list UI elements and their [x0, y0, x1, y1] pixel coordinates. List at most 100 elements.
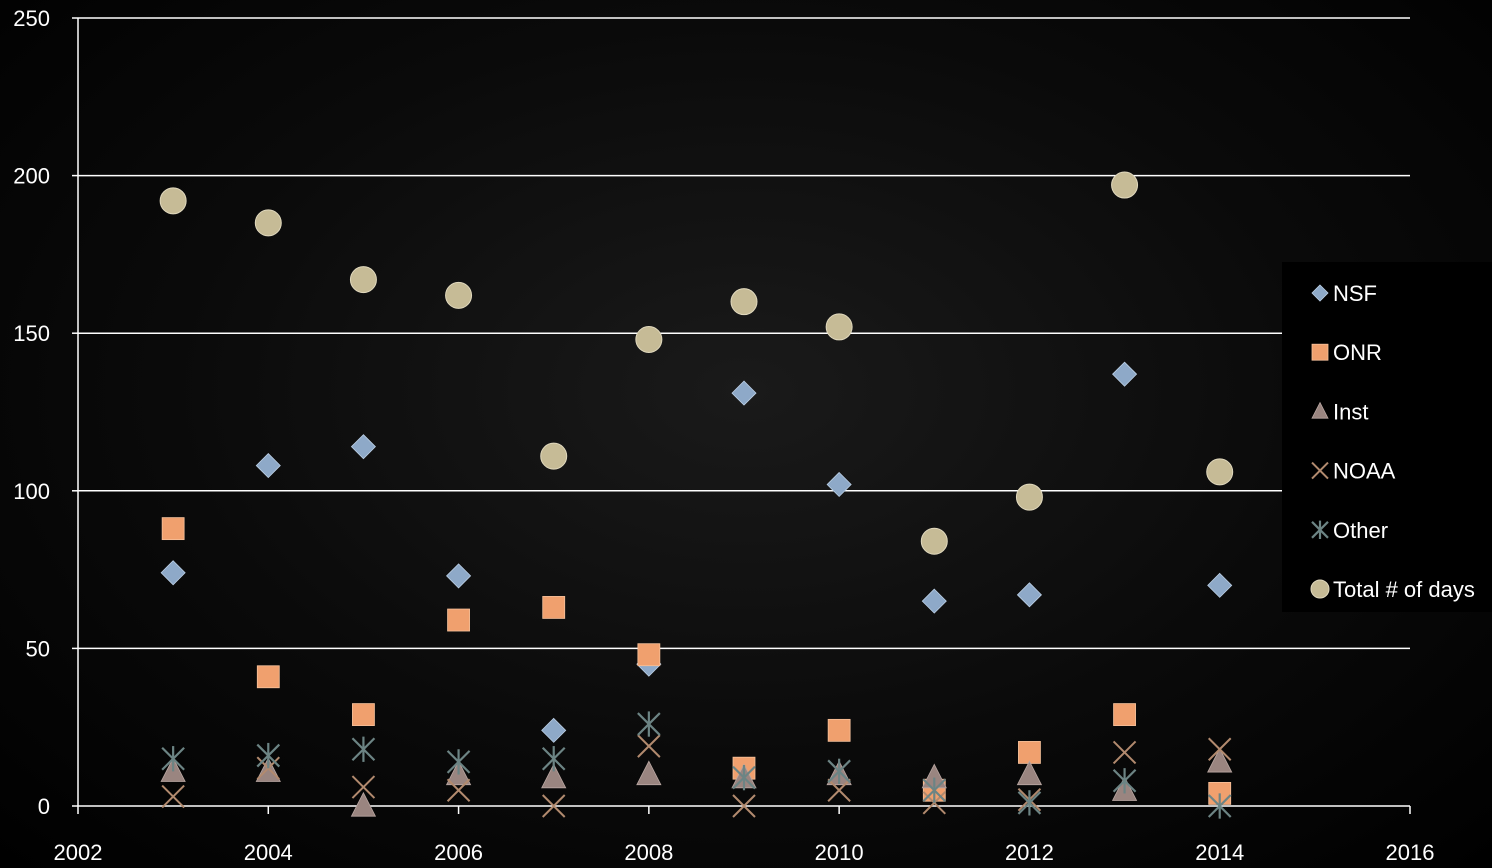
legend-marker-stroke	[1311, 461, 1329, 480]
point-diamond	[160, 560, 186, 586]
point-square	[161, 517, 185, 541]
y-tick-label: 200	[13, 164, 50, 189]
gridlines	[78, 17, 1410, 650]
y-tick-label: 100	[13, 479, 50, 504]
legend-label: NOAA	[1333, 459, 1396, 484]
point-circle	[1015, 483, 1043, 511]
data-points	[159, 171, 1234, 819]
point-triangle	[1207, 747, 1233, 773]
x-tick-label: 2010	[815, 840, 864, 865]
point-circle	[349, 266, 377, 294]
point-diamond	[1207, 572, 1233, 598]
point-x	[1208, 737, 1232, 761]
x-tick-label: 2006	[434, 840, 483, 865]
legend-marker	[1310, 579, 1330, 599]
y-tick-label: 250	[13, 6, 50, 31]
point-triangle	[255, 757, 281, 782]
series-total-of-days	[159, 171, 1234, 555]
point-x-stroke	[732, 794, 756, 818]
point-circle	[254, 209, 282, 237]
point-triangle	[541, 763, 567, 789]
point-asterisk	[161, 746, 185, 772]
point-diamond	[541, 717, 567, 743]
x-tick-label: 2012	[1005, 840, 1054, 865]
legend-marker	[1311, 401, 1329, 419]
point-diamond	[446, 563, 472, 589]
y-tick-label: 0	[38, 794, 50, 819]
point-circle	[730, 288, 758, 316]
point-asterisk	[446, 749, 471, 775]
point-circle	[1111, 171, 1139, 199]
y-tick-label: 50	[26, 636, 50, 661]
point-diamond	[1112, 361, 1138, 387]
point-x	[446, 778, 471, 802]
legend-item: NOAA	[1311, 459, 1396, 484]
x-tick-label: 2004	[244, 840, 293, 865]
point-square	[352, 703, 375, 726]
series-noaa	[161, 734, 1232, 818]
point-x-stroke	[1208, 737, 1232, 761]
point-circle	[635, 326, 663, 354]
point-asterisk	[1112, 768, 1137, 794]
point-x	[351, 775, 376, 799]
legend-label: ONR	[1333, 340, 1382, 365]
point-circle	[159, 187, 187, 215]
point-asterisk	[827, 758, 851, 784]
legend-marker	[1311, 284, 1329, 302]
point-triangle	[350, 791, 377, 817]
point-diamond	[921, 588, 947, 614]
series-nsf	[160, 361, 1233, 743]
point-circle	[825, 313, 853, 341]
y-tick-label: 150	[13, 321, 50, 346]
point-square	[1018, 741, 1041, 764]
point-x-stroke	[446, 778, 471, 802]
point-x	[732, 794, 756, 818]
point-x	[1112, 740, 1137, 765]
point-diamond	[1016, 582, 1042, 608]
legend-item: NSF	[1311, 281, 1377, 306]
point-x-stroke	[827, 778, 851, 802]
point-asterisk	[1017, 790, 1042, 816]
tick-labels: 0 50 100 150 200 250 2002 2004 2006 2008 2010 2012 2…	[13, 6, 1434, 865]
point-asterisk	[256, 742, 281, 769]
legend-item: ONR	[1311, 340, 1382, 365]
point-asterisk	[922, 777, 947, 803]
axes	[72, 17, 1411, 814]
point-square	[447, 608, 470, 632]
point-square	[1113, 703, 1136, 726]
legend-label: Other	[1333, 518, 1388, 543]
point-square	[637, 643, 661, 667]
legend: NSF ONR Inst NOAA Other Total # of days	[1310, 281, 1475, 602]
point-triangle	[636, 760, 662, 786]
point-x	[161, 784, 185, 809]
legend-label: Inst	[1333, 399, 1368, 424]
point-asterisk	[1207, 793, 1232, 819]
x-tick-label: 2016	[1386, 840, 1435, 865]
point-circle	[920, 527, 948, 555]
point-square	[827, 718, 851, 742]
point-diamond	[731, 380, 757, 406]
x-tick-label: 2008	[624, 840, 673, 865]
point-x-stroke	[161, 784, 185, 809]
legend-background	[1282, 262, 1492, 612]
x-tick-label: 2014	[1195, 840, 1244, 865]
point-asterisk	[351, 736, 376, 762]
point-x-stroke	[542, 794, 566, 818]
point-circle	[540, 442, 568, 470]
legend-item: Inst	[1311, 399, 1368, 424]
point-asterisk	[732, 764, 756, 791]
point-asterisk	[637, 711, 661, 737]
point-diamond	[350, 434, 376, 460]
legend-item: Other	[1311, 518, 1388, 543]
series-other	[161, 711, 1232, 819]
series-onr	[161, 517, 1232, 805]
point-x	[827, 778, 851, 802]
point-x	[637, 734, 661, 758]
legend-marker	[1311, 461, 1329, 480]
point-triangle	[1016, 760, 1043, 786]
point-square	[256, 665, 280, 689]
point-asterisk	[541, 746, 566, 772]
point-x-stroke	[1112, 740, 1137, 765]
point-x	[542, 794, 566, 818]
